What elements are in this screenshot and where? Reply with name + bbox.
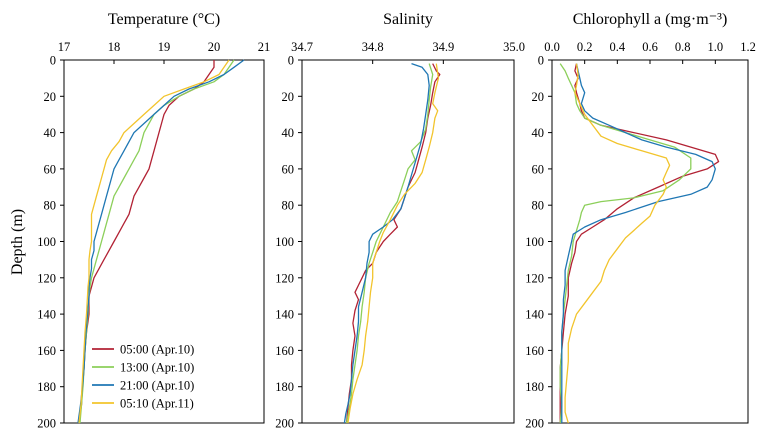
temperature-x-tick-label: 21 (258, 40, 271, 54)
chlorophyll-depth-tick-label: 120 (525, 271, 544, 285)
salinity-depth-tick-label: 120 (275, 271, 294, 285)
salinity-series-line-0 (345, 63, 441, 424)
temperature-depth-tick-label: 60 (44, 162, 57, 176)
chlorophyll-x-tick-label: 0.2 (577, 40, 593, 54)
chlorophyll-depth-tick-label: 200 (525, 417, 544, 430)
salinity-depth-tick-label: 160 (275, 344, 294, 358)
temperature-depth-tick-label: 100 (37, 235, 56, 249)
depth-axis-label: Depth (m) (9, 209, 26, 275)
temperature-series-line-3 (78, 59, 230, 424)
temperature-depth-tick-label: 20 (44, 90, 57, 104)
salinity-x-tick-label: 34.7 (291, 40, 313, 54)
temperature-depth-tick-label: 80 (44, 199, 57, 213)
panel-salinity: Salinity 34.7 34.8 34.9 35.0 0 20 40 60 80 100 120 1… (275, 11, 525, 430)
chlorophyll-plot-frame (551, 59, 749, 424)
chlorophyll-series-line-3 (564, 63, 671, 424)
legend-label: 21:00 (Apr.10) (120, 379, 194, 393)
salinity-series-line-2 (343, 62, 430, 424)
chlorophyll-depth-tick-label: 40 (532, 126, 545, 140)
chlorophyll-x-tick-label: 0.8 (675, 40, 691, 54)
temperature-depth-tick-label: 0 (50, 54, 56, 68)
legend-item: 13:00 (Apr.10) (92, 361, 194, 375)
temperature-series-line-0 (78, 60, 215, 424)
chlorophyll-x-tick-label: 0.6 (642, 40, 658, 54)
temperature-title: Temperature (°C) (108, 11, 220, 28)
chlorophyll-depth-tick-label: 160 (525, 344, 544, 358)
salinity-depth-tick-label: 100 (275, 235, 294, 249)
temperature-x-tick-label: 18 (108, 40, 121, 54)
temperature-x-tick-label: 20 (208, 40, 221, 54)
temperature-depth-tick-label: 160 (37, 344, 56, 358)
salinity-depth-tick-label: 40 (282, 126, 295, 140)
temperature-x-tick-label: 19 (158, 40, 171, 54)
temperature-x-tick-label: 17 (58, 40, 71, 54)
temperature-depth-tick-label: 200 (37, 417, 56, 430)
salinity-depth-tick-label: 200 (275, 417, 294, 430)
salinity-title: Salinity (383, 11, 433, 28)
chlorophyll-series-line-0 (559, 63, 720, 423)
salinity-depth-tick-label: 20 (282, 90, 295, 104)
chlorophyll-depth-tick-label: 0 (538, 54, 544, 68)
temperature-depth-tick-label: 40 (44, 126, 57, 140)
temperature-depth-tick-label: 180 (37, 380, 56, 394)
chlorophyll-title: Chlorophyll a (mg·m⁻³) (573, 11, 728, 28)
temperature-depth-tick-label: 140 (37, 308, 56, 322)
chlorophyll-series-line-2 (561, 63, 716, 423)
chlorophyll-depth-tick-label: 20 (532, 90, 545, 104)
legend: 05:00 (Apr.10) 13:00 (Apr.10) 21:00 (Apr.1… (92, 343, 194, 411)
salinity-depth-tick-label: 180 (275, 380, 294, 394)
salinity-x-tick-label: 35.0 (503, 40, 525, 54)
salinity-depth-tick-label: 60 (282, 162, 295, 176)
salinity-series-line-1 (345, 63, 434, 424)
chlorophyll-x-tick-label: 0.0 (544, 40, 560, 54)
chlorophyll-depth-tick-label: 180 (525, 380, 544, 394)
chlorophyll-x-tick-label: 1.0 (708, 40, 724, 54)
temperature-series-line-2 (77, 59, 245, 424)
legend-item: 21:00 (Apr.10) (92, 379, 194, 393)
panel-chlorophyll: Chlorophyll a (mg·m⁻³) 0.0 0.2 0.4 0.6 0.8 1.0… (525, 11, 756, 430)
salinity-depth-tick-label: 140 (275, 308, 294, 322)
chlorophyll-depth-tick-label: 100 (525, 235, 544, 249)
chlorophyll-depth-tick-label: 60 (532, 162, 545, 176)
salinity-series-line-3 (347, 63, 440, 424)
panel-temperature: Temperature (°C) 17 18 19 20 21 0 20 40 60 80 100 12… (37, 11, 270, 430)
chlorophyll-x-tick-label: 1.2 (740, 40, 756, 54)
legend-label: 13:00 (Apr.10) (120, 361, 194, 375)
chlorophyll-depth-tick-label: 140 (525, 308, 544, 322)
salinity-depth-tick-label: 0 (288, 54, 294, 68)
salinity-plot-frame (301, 59, 515, 424)
chlorophyll-depth-tick-label: 80 (532, 199, 545, 213)
legend-label: 05:00 (Apr.10) (120, 343, 194, 357)
chlorophyll-series-line-1 (559, 63, 692, 424)
chlorophyll-x-tick-label: 0.4 (610, 40, 626, 54)
temperature-depth-tick-label: 120 (37, 271, 56, 285)
salinity-x-tick-label: 34.8 (362, 40, 384, 54)
legend-item: 05:00 (Apr.10) (92, 343, 194, 357)
legend-label: 05:10 (Apr.11) (120, 397, 194, 411)
salinity-x-tick-label: 34.9 (432, 40, 454, 54)
salinity-depth-tick-label: 80 (282, 199, 295, 213)
legend-item: 05:10 (Apr.11) (92, 397, 194, 411)
panels: Temperature (°C) 17 18 19 20 21 0 20 40 60 80 100 12… (37, 11, 756, 430)
